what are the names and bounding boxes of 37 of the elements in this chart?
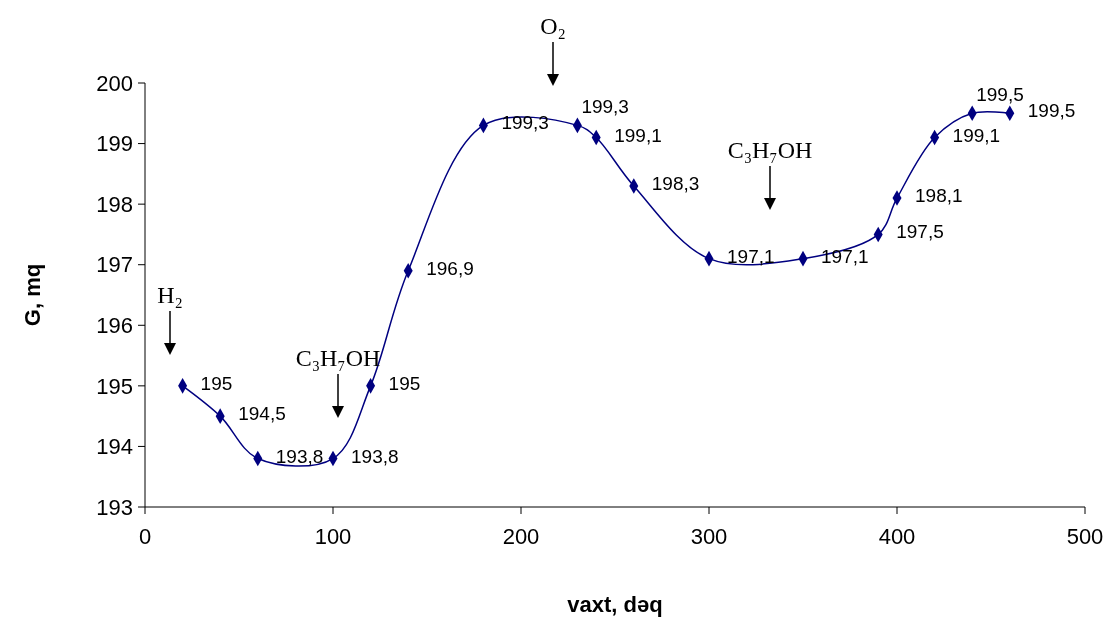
y-tick-label: 195 [96, 373, 133, 399]
y-axis-title: G, mq [20, 263, 45, 327]
data-label: 199,3 [581, 96, 629, 118]
y-tick-label: 196 [96, 312, 133, 338]
x-tick-label: 100 [314, 524, 352, 549]
data-label: 195 [388, 372, 421, 394]
data-label: 197,5 [896, 221, 944, 243]
y-tick-label: 197 [96, 252, 133, 278]
y-tick-label: 198 [96, 191, 133, 217]
x-axis-title: vaxt, dəq [567, 592, 663, 617]
data-label: 198,1 [915, 185, 963, 207]
data-label: 199,5 [1027, 100, 1076, 122]
data-label: 199,3 [501, 112, 549, 134]
data-label: 199,5 [976, 84, 1024, 106]
data-label: 193,8 [275, 445, 324, 467]
annotation: H₂ [157, 282, 183, 308]
annotation: C₃H₇OH [295, 345, 381, 371]
data-label: 197,1 [727, 245, 775, 267]
annotation: C₃H₇OH [727, 137, 813, 163]
y-tick-label: 193 [96, 494, 133, 520]
x-tick-label: 300 [690, 524, 728, 549]
data-label: 194,5 [238, 403, 286, 425]
data-label: 199,1 [614, 124, 662, 146]
y-tick-label: 200 [96, 70, 133, 96]
x-tick-label: 400 [878, 524, 916, 549]
x-tick-label: 0 [138, 524, 152, 549]
text: O₂ [540, 13, 566, 39]
data-label: 195 [200, 372, 233, 394]
data-label: 193,8 [351, 445, 399, 467]
data-label: 198,3 [651, 172, 700, 194]
data-label: 196,9 [426, 257, 474, 279]
y-tick-label: 194 [96, 434, 133, 460]
x-tick-label: 200 [502, 524, 540, 549]
data-label: 199,1 [952, 124, 1001, 146]
y-tick-label: 199 [96, 131, 133, 157]
data-label: 197,1 [821, 245, 869, 267]
x-tick-label: 500 [1066, 524, 1104, 549]
